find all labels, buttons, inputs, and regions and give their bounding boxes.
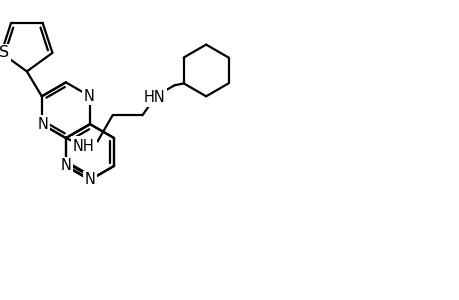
Text: N: N bbox=[37, 117, 48, 132]
Text: N: N bbox=[84, 89, 94, 104]
Text: NH: NH bbox=[73, 139, 95, 154]
Text: S: S bbox=[0, 45, 9, 60]
Text: N: N bbox=[84, 172, 95, 187]
Text: N: N bbox=[60, 158, 71, 173]
Text: HN: HN bbox=[143, 90, 165, 105]
